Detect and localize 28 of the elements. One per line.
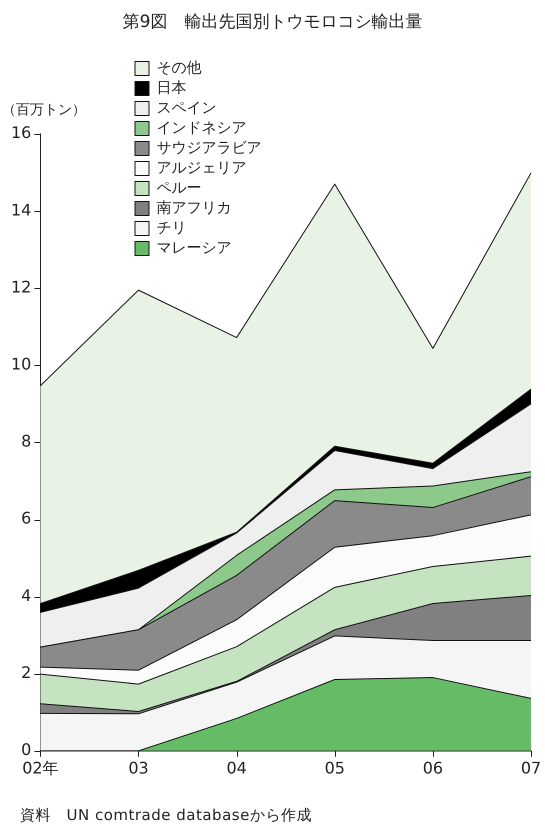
x-tick-label: 03	[128, 758, 149, 778]
legend-label: ペルー	[156, 178, 202, 196]
x-tick-label: 06	[422, 758, 444, 778]
legend-label: アルジェリア	[156, 158, 246, 176]
legend-label: サウジアラビア	[156, 138, 262, 156]
y-tick-label: 4	[21, 586, 32, 605]
y-tick-label: 14	[11, 200, 32, 220]
y-tick-label: 16	[11, 123, 32, 142]
legend-label: チリ	[156, 218, 186, 236]
text: 資料 UN comtrade databaseから作成	[20, 806, 312, 825]
legend-label: 日本	[156, 78, 186, 96]
x-tick-label: 04	[226, 758, 247, 778]
legend-label: マレーシア	[156, 238, 232, 256]
y-tick-label: 0	[21, 740, 32, 759]
y-axis-title: （百万トン）	[2, 101, 86, 119]
legend-label: 南アフリカ	[156, 198, 232, 216]
y-tick-label: 10	[11, 354, 32, 374]
x-tick-label: 05	[324, 758, 345, 778]
y-tick-label: 6	[21, 508, 32, 528]
x-tick-label: 07	[520, 758, 542, 778]
legend-label: インドネシア	[156, 118, 246, 136]
y-tick-label: 8	[21, 432, 32, 451]
legend-label: スペイン	[156, 98, 216, 116]
chart-title: 第9図 輸出先国別トウモロコシ輸出量	[122, 11, 424, 33]
y-tick-label: 2	[21, 662, 32, 682]
x-tick-label: 02年	[22, 758, 59, 778]
y-tick-label: 12	[11, 277, 32, 296]
legend-label: その他	[156, 58, 202, 76]
